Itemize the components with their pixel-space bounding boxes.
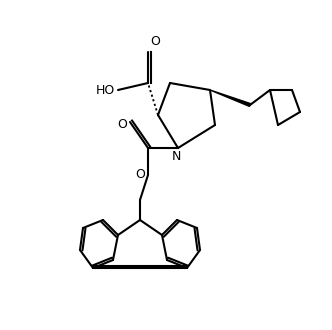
Text: O: O: [117, 117, 127, 130]
Polygon shape: [210, 90, 251, 106]
Text: O: O: [150, 35, 160, 48]
Text: N: N: [171, 150, 181, 163]
Text: O: O: [135, 169, 145, 182]
Text: HO: HO: [96, 84, 115, 97]
